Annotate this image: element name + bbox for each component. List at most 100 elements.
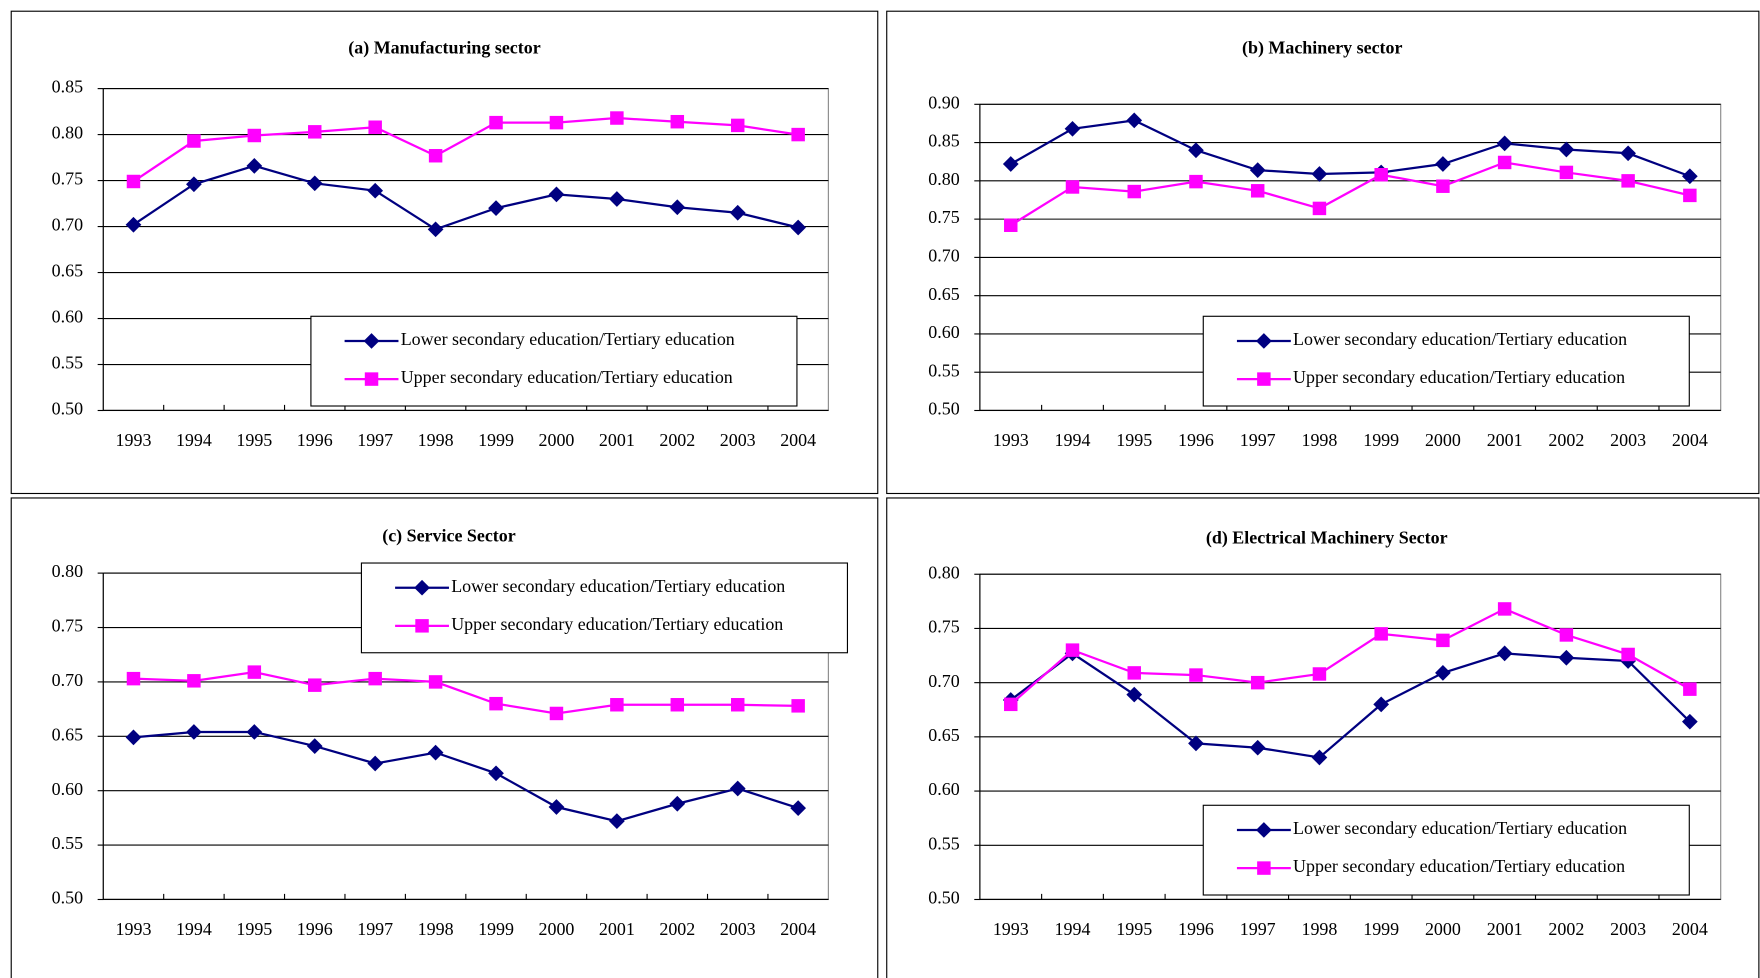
x-tick-label: 1993 (116, 919, 152, 939)
x-tick-label: 1998 (418, 430, 454, 450)
legend-box (360, 562, 849, 654)
data-point (1188, 735, 1204, 752)
legend-marker (1257, 372, 1271, 386)
data-point (1374, 167, 1388, 182)
data-point (729, 204, 746, 221)
data-point (1065, 643, 1080, 657)
x-tick-label: 2004 (1672, 919, 1708, 939)
data-point (368, 671, 382, 686)
data-point (125, 729, 142, 746)
chart-title: (c) Service Sector (382, 525, 516, 546)
data-point (488, 765, 504, 782)
data-point (549, 706, 564, 721)
x-tick-label: 1999 (1363, 919, 1399, 939)
x-tick-label: 1998 (418, 919, 454, 939)
y-tick-label: 0.50 (52, 399, 83, 419)
data-point (1497, 602, 1512, 616)
data-point (1558, 141, 1575, 158)
y-tick-label: 0.80 (928, 562, 959, 582)
y-tick-label: 0.75 (52, 616, 83, 636)
y-tick-label: 0.60 (52, 779, 83, 799)
data-point (729, 780, 746, 797)
legend-box (310, 315, 798, 407)
series-line (132, 116, 799, 183)
x-tick-label: 2003 (720, 919, 756, 939)
data-point (1189, 668, 1203, 682)
series-line (133, 730, 799, 823)
y-tick-label: 0.80 (52, 123, 83, 143)
data-point (670, 114, 685, 129)
data-point (1621, 647, 1635, 662)
x-tick-label: 2002 (1548, 919, 1584, 939)
data-point (246, 724, 263, 740)
x-tick-label: 1994 (1055, 919, 1091, 939)
data-point (548, 186, 565, 203)
legend-marker (363, 333, 380, 349)
data-point (609, 191, 625, 207)
x-tick-label: 1997 (357, 919, 393, 939)
series-line (133, 670, 799, 715)
data-point (187, 674, 201, 688)
x-tick-label: 1993 (993, 919, 1029, 939)
data-point (1681, 168, 1698, 185)
y-tick-label: 0.90 (928, 92, 959, 112)
data-point (1312, 667, 1327, 681)
x-tick-label: 1997 (1240, 919, 1276, 939)
x-tick-label: 1999 (478, 430, 514, 450)
x-tick-label: 2003 (1610, 430, 1646, 450)
y-tick-label: 0.75 (52, 169, 83, 189)
data-point (308, 125, 322, 139)
data-point (186, 176, 202, 193)
x-tick-label: 2002 (659, 919, 695, 939)
series-line (132, 164, 799, 231)
data-point (790, 219, 807, 236)
y-tick-label: 0.65 (928, 284, 959, 304)
x-tick-label: 1994 (176, 430, 212, 450)
x-tick-label: 1995 (236, 919, 272, 939)
data-point (610, 698, 624, 712)
data-point (489, 696, 503, 711)
x-tick-label: 2000 (1425, 919, 1461, 939)
data-point (1374, 627, 1388, 641)
data-point (186, 724, 202, 740)
data-point (126, 671, 141, 686)
x-tick-label: 2002 (1548, 430, 1584, 450)
data-point (1250, 184, 1265, 198)
x-tick-label: 1993 (116, 430, 152, 450)
data-point (1002, 156, 1019, 172)
legend-marker (1256, 822, 1272, 838)
y-tick-label: 0.65 (52, 261, 83, 281)
x-tick-label: 1995 (1116, 919, 1152, 939)
data-point (1004, 697, 1018, 712)
legend-label: Lower secondary education/Tertiary educa… (1293, 329, 1627, 349)
data-point (1558, 649, 1575, 666)
data-point (1683, 682, 1697, 696)
legend-marker (1256, 333, 1272, 349)
series-line (1010, 607, 1691, 706)
y-tick-label: 0.75 (928, 207, 959, 227)
data-point (247, 665, 262, 679)
data-point (367, 755, 384, 772)
x-tick-label: 1996 (1178, 919, 1214, 939)
y-tick-label: 0.70 (928, 671, 959, 691)
x-tick-label: 1994 (1055, 430, 1091, 450)
data-point (1373, 696, 1390, 713)
x-tick-label: 1996 (297, 919, 333, 939)
data-point (609, 813, 625, 830)
y-tick-label: 0.70 (52, 670, 83, 690)
x-tick-label: 1998 (1301, 430, 1337, 450)
data-point (1126, 686, 1143, 703)
data-point (1065, 180, 1080, 194)
data-point (1250, 675, 1265, 690)
x-tick-label: 2001 (599, 430, 635, 450)
data-point (1681, 713, 1698, 730)
data-point (670, 698, 685, 712)
data-point (1126, 112, 1143, 129)
series-line (1010, 119, 1691, 178)
data-point (1189, 174, 1203, 189)
legend-marker (1257, 861, 1271, 875)
data-point (610, 111, 624, 125)
y-tick-label: 0.60 (52, 307, 83, 327)
y-tick-label: 0.65 (52, 724, 83, 744)
x-tick-label: 2000 (539, 919, 575, 939)
